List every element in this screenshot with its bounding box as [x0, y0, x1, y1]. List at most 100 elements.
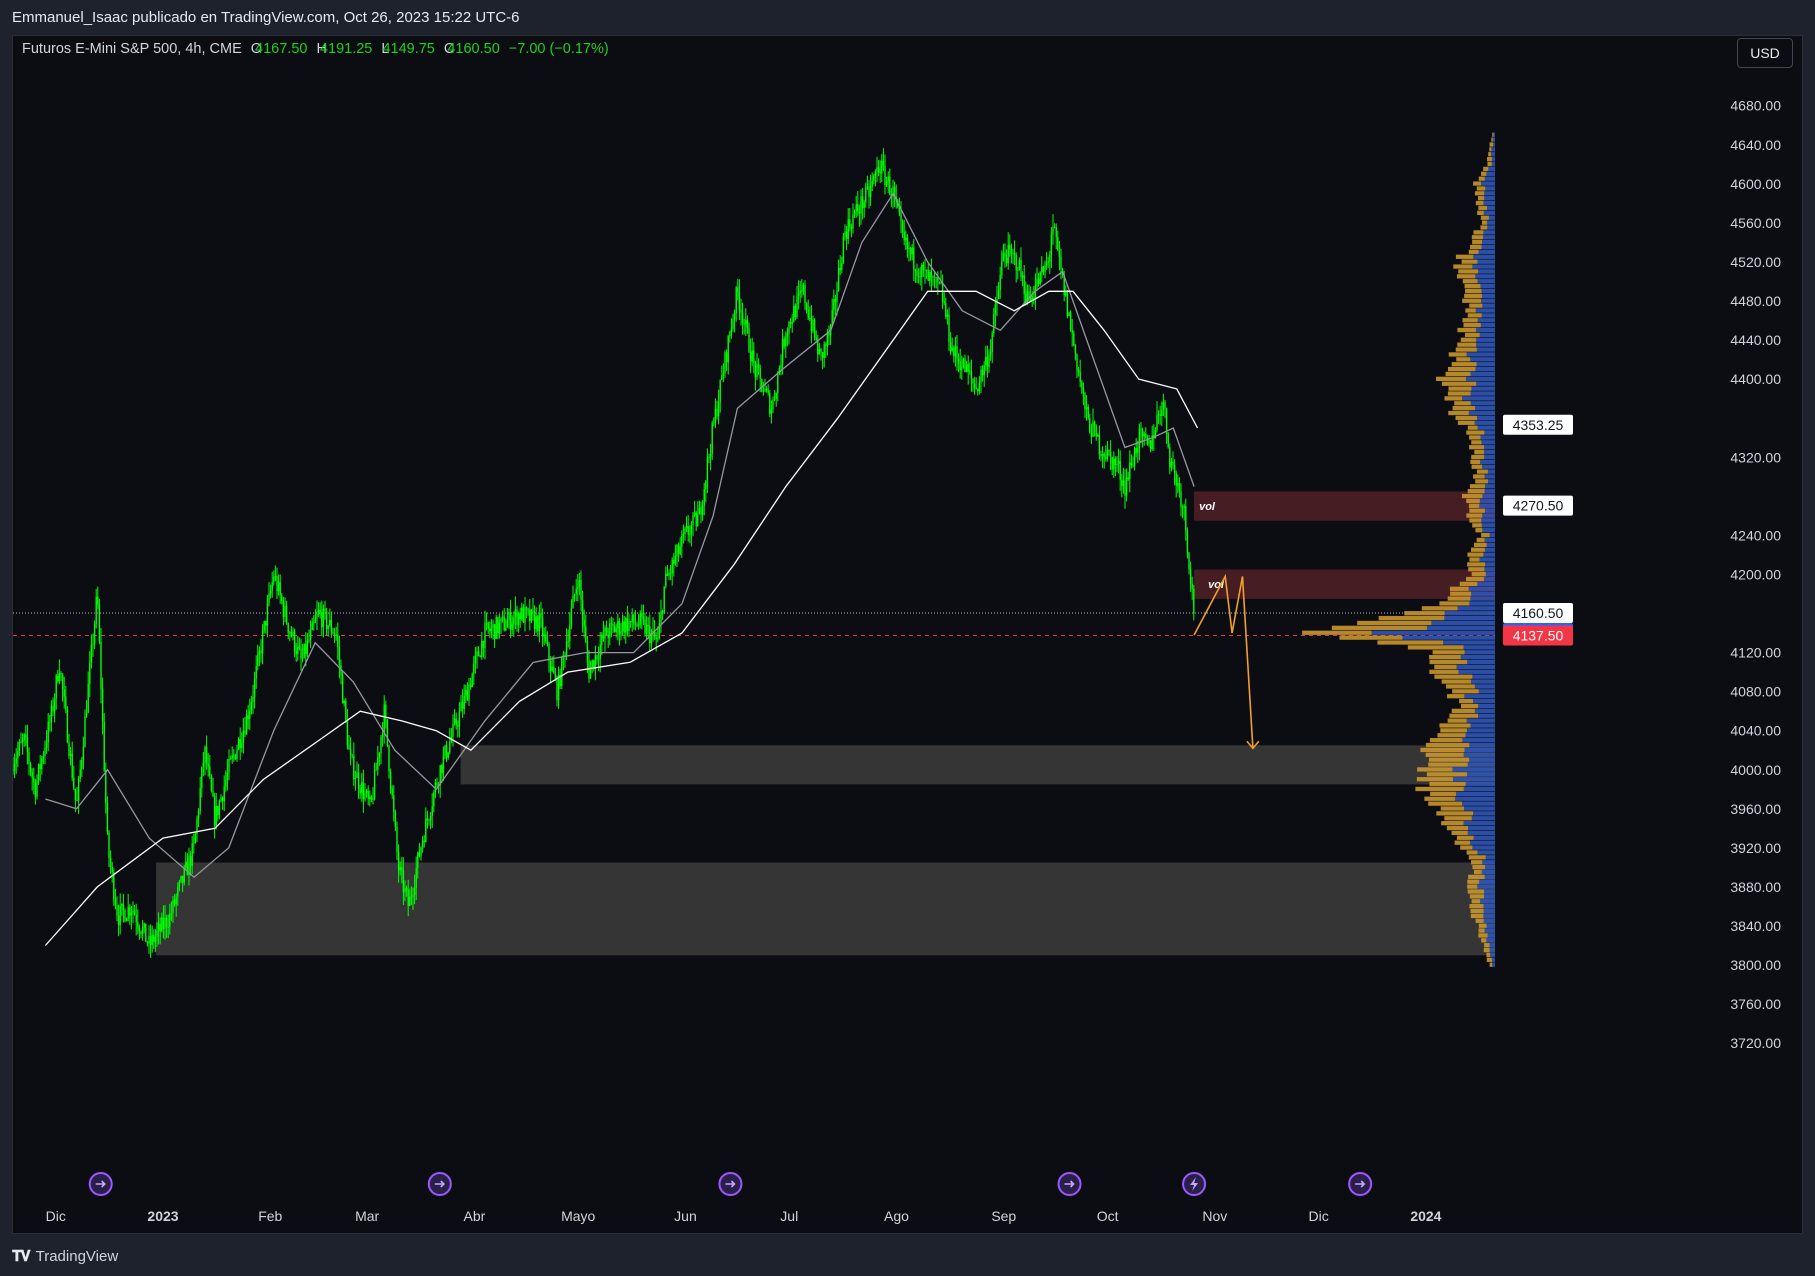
- candle-body: [413, 887, 416, 896]
- candle-body: [282, 601, 285, 617]
- candle-body: [1105, 457, 1107, 459]
- time-tick-label: Oct: [1097, 1208, 1119, 1224]
- candle-body: [746, 319, 749, 329]
- candle-body: [991, 333, 993, 353]
- candle-body: [989, 352, 992, 355]
- candle-body: [535, 616, 537, 629]
- demand-zone: [460, 745, 1495, 785]
- candle-body: [1127, 477, 1129, 480]
- candle-body: [53, 698, 56, 712]
- volume-profile-bar: [1407, 645, 1464, 650]
- candle-body: [428, 819, 430, 821]
- candle-body: [321, 612, 323, 628]
- candle-body: [932, 276, 934, 278]
- volume-profile-bar: [1483, 552, 1495, 557]
- volume-profile-bar: [1469, 508, 1485, 513]
- candle-body: [706, 458, 709, 481]
- candle-body: [449, 741, 451, 753]
- candle-body: [676, 545, 678, 557]
- volume-profile-bar: [1484, 508, 1495, 513]
- projection-path[interactable]: [1193, 573, 1254, 749]
- candle-body: [594, 655, 597, 669]
- volume-profile-bar: [1483, 576, 1495, 582]
- volume-profile-bar: [1457, 606, 1495, 611]
- volume-profile-bar: [1484, 547, 1495, 552]
- symbol-name[interactable]: Futuros E-Mini S&P 500, 4h, CME: [22, 41, 242, 57]
- candle-body: [1084, 393, 1086, 410]
- candle-body: [889, 176, 891, 195]
- volume-profile-bar: [1429, 738, 1463, 743]
- volume-profile-bar: [1491, 147, 1495, 152]
- candle-body: [271, 582, 273, 591]
- candle-body: [425, 818, 427, 842]
- volume-profile-bar: [1492, 132, 1494, 137]
- candle-body: [108, 832, 110, 858]
- candle-body: [929, 271, 931, 281]
- volume-profile-bar: [1470, 459, 1481, 464]
- time-axis[interactable]: [13, 1194, 1802, 1233]
- candle-body: [180, 875, 182, 882]
- candle-body: [749, 352, 752, 362]
- candle-body: [418, 852, 421, 857]
- candle-body: [1129, 462, 1131, 480]
- volume-profile-bar: [1465, 308, 1476, 313]
- candle-body: [921, 265, 923, 278]
- candle-body: [980, 369, 982, 383]
- candle-body: [269, 590, 272, 594]
- volume-profile-bar: [1476, 327, 1495, 333]
- candle-body: [116, 905, 118, 916]
- volume-profile-bar: [1421, 606, 1458, 611]
- candle-body: [637, 624, 640, 626]
- volume-profile-bar: [1484, 176, 1495, 181]
- candle-body: [873, 176, 875, 181]
- candle-body: [375, 769, 377, 771]
- candle-body: [52, 705, 54, 712]
- volume-profile-bar: [1481, 288, 1495, 294]
- currency-button[interactable]: USD: [1737, 38, 1793, 68]
- price-chart[interactable]: vol vol 4680.00 4640.00 4600.00 4560.00 4520.…: [13, 36, 1802, 1233]
- volume-profile-bar: [1473, 835, 1495, 840]
- candle-body: [297, 646, 299, 655]
- volume-profile-bar: [1478, 703, 1495, 709]
- volume-profile-bar: [1456, 357, 1471, 362]
- candle-body: [962, 358, 965, 368]
- candle-body: [789, 321, 792, 324]
- zone-label: vol: [1208, 579, 1225, 591]
- candle-body: [612, 623, 614, 627]
- price-label: 4270.50: [1513, 498, 1564, 514]
- candle-body: [45, 742, 48, 748]
- chart-pane[interactable]: vol vol 4680.00 4640.00 4600.00 4560.00 4520.…: [12, 35, 1803, 1234]
- candle-body: [668, 572, 670, 576]
- candle-body: [655, 637, 657, 640]
- volume-profile-bar: [1466, 728, 1495, 733]
- candle-body: [666, 573, 669, 576]
- candle-body: [999, 274, 1001, 291]
- candle-body: [185, 861, 187, 868]
- candle-body: [909, 247, 912, 255]
- candle-body: [305, 643, 307, 655]
- candle-body: [580, 579, 582, 601]
- candle-body: [917, 276, 920, 277]
- candle-body: [943, 301, 945, 304]
- candle-body: [617, 621, 619, 629]
- candle-body: [140, 931, 142, 935]
- candle-body: [833, 299, 835, 311]
- candle-body: [151, 934, 153, 945]
- candle-body: [905, 237, 907, 241]
- volume-profile-bar: [1477, 210, 1484, 215]
- volume-profile-bar: [1472, 674, 1495, 679]
- candle-body: [724, 352, 726, 374]
- candle-body: [175, 896, 177, 905]
- candle-body: [143, 923, 145, 928]
- time-tick-label: Ago: [884, 1208, 909, 1224]
- volume-profile-bar: [1459, 698, 1474, 704]
- candle-body: [1090, 432, 1093, 437]
- candle-body: [381, 734, 384, 737]
- candle-body: [1169, 447, 1171, 468]
- candle-body: [42, 755, 45, 759]
- candle-body: [1117, 460, 1120, 464]
- candle-body: [567, 640, 569, 642]
- price-tick-label: 4040.00: [1730, 723, 1781, 739]
- candle-body: [906, 237, 909, 249]
- candle-body: [101, 689, 104, 722]
